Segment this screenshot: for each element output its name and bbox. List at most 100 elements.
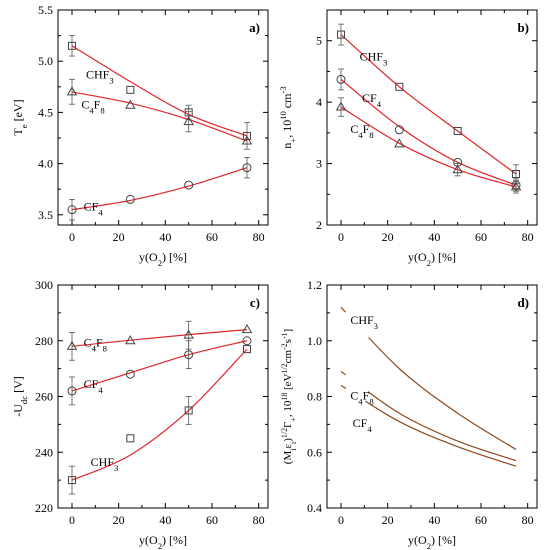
fit-curve [340, 106, 517, 188]
data-point-triangle [335, 101, 347, 111]
series-label: CF4 [353, 416, 373, 434]
data-point-triangle [66, 340, 78, 350]
data-point-circle [184, 180, 194, 190]
y-tick-label: 0.4 [307, 501, 322, 515]
fit-curve [71, 340, 248, 392]
x-tick-label: 0 [338, 230, 344, 244]
y-tick-label: 3.5 [38, 208, 53, 222]
series-label: C4F8 [81, 97, 104, 115]
data-point-circle [184, 350, 194, 360]
panel-label: d) [517, 295, 529, 310]
series-label: CF4 [84, 377, 104, 395]
data-point-circle [242, 163, 252, 173]
fit-curve [71, 45, 248, 137]
x-tick-label: 60 [206, 513, 218, 527]
x-tick-label: 60 [475, 513, 487, 527]
series-1: CF4 [67, 336, 252, 406]
y-tick-label: 4 [316, 95, 322, 109]
x-tick-label: 40 [159, 230, 171, 244]
y-tick-label: 3 [316, 157, 322, 171]
series-label: CF4 [84, 200, 104, 218]
data-point-square [337, 30, 345, 39]
x-tick-label: 20 [382, 513, 394, 527]
data-point-square [126, 434, 135, 443]
panel-0: 0 20 40 60 80 3.5 4.0 4.5 5.0 5.5 a) y(O2) [%] Te [e… [11, 3, 269, 268]
plot-frame [57, 9, 269, 226]
y-axis-label: n+, 1010 cm-3 [278, 86, 298, 148]
y-tick-label: 1.0 [307, 334, 322, 348]
plot-frame [326, 9, 538, 226]
series-2: CF4 [340, 384, 517, 467]
panel-1: 0 20 40 60 80 2 3 4 5 b) y(O2) [%] n+, 1010 cm-3 CHF… [278, 9, 538, 268]
x-axis-label: y(O2) [%] [139, 250, 187, 268]
series-label: C4F8 [84, 335, 107, 353]
data-point-circle [125, 194, 135, 204]
panel-3: 0 20 40 60 80 0.4 0.6 0.8 1.0 1.2 d) y(O2) [%] (Miεi… [280, 278, 538, 550]
series-label: C4F8 [350, 122, 373, 140]
data-point-circle [336, 74, 346, 84]
y-tick-label: 1.2 [307, 278, 322, 292]
data-point-triangle [183, 115, 194, 126]
series-0: C4F8 [66, 320, 253, 361]
x-tick-label: 80 [253, 230, 265, 244]
fit-curve [71, 329, 248, 347]
y-tick-label: 300 [35, 278, 53, 292]
series-1: C4F8 [340, 370, 517, 462]
x-tick-label: 20 [113, 230, 125, 244]
data-point-triangle [241, 324, 253, 334]
series-label: CHF3 [350, 313, 378, 331]
data-point-circle [242, 336, 252, 346]
y-tick-label: 5.5 [38, 3, 53, 17]
y-tick-label: 220 [35, 501, 53, 515]
x-axis-label: y(O2) [%] [139, 533, 187, 550]
data-point-triangle [510, 181, 522, 191]
data-point-square [453, 127, 462, 136]
y-tick-label: 0.6 [307, 445, 322, 459]
x-tick-label: 60 [206, 230, 218, 244]
y-tick-label: 4.0 [38, 157, 53, 171]
data-point-circle [394, 125, 404, 135]
series-0: CHF3 [340, 306, 517, 450]
series-label: CF4 [362, 91, 382, 109]
y-tick-label: 260 [35, 390, 53, 404]
series-2: CHF3 [68, 345, 251, 495]
y-tick-label: 5.0 [38, 54, 53, 68]
y-tick-label: 2 [316, 218, 322, 232]
data-point-triangle [394, 138, 405, 148]
data-point-square [243, 131, 251, 140]
x-tick-label: 40 [159, 513, 171, 527]
data-point-square [184, 406, 193, 415]
panel-2: 0 20 40 60 80 220 240 260 280 300 c) y(O2) [%] -Udc … [11, 278, 269, 550]
x-tick-label: 40 [428, 230, 440, 244]
y-tick-label: 0.8 [307, 390, 322, 404]
x-tick-label: 20 [113, 513, 125, 527]
data-point-triangle [452, 164, 463, 174]
data-point-square [68, 41, 76, 50]
y-tick-label: 280 [35, 334, 53, 348]
fit-curve [340, 306, 517, 450]
series-label: C4F8 [350, 388, 373, 406]
data-point-triangle [66, 86, 78, 96]
fit-curve [340, 78, 517, 186]
x-tick-label: 80 [522, 513, 534, 527]
panel-label: c) [250, 295, 260, 310]
data-point-triangle [183, 329, 194, 339]
data-point-square [395, 82, 404, 91]
x-axis-label: y(O2) [%] [408, 250, 456, 268]
fit-curve [71, 348, 248, 481]
y-axis-label: Te [eV] [11, 99, 29, 135]
series-0: CHF3 [337, 23, 520, 184]
fit-curve [340, 370, 517, 462]
panel-label: b) [517, 20, 529, 35]
x-tick-label: 60 [475, 230, 487, 244]
data-point-square [68, 476, 76, 485]
x-tick-label: 0 [338, 513, 344, 527]
y-tick-label: 4.5 [38, 105, 53, 119]
data-point-triangle [125, 99, 136, 109]
y-axis-label: (Miεi)1/2Γ+, 1018 [eV1/2cm-2s-1] [280, 329, 298, 464]
data-point-square [126, 85, 135, 94]
x-tick-label: 80 [253, 513, 265, 527]
y-tick-label: 5 [316, 34, 322, 48]
fit-curve [340, 384, 517, 467]
series-1: C4F8 [66, 79, 253, 145]
